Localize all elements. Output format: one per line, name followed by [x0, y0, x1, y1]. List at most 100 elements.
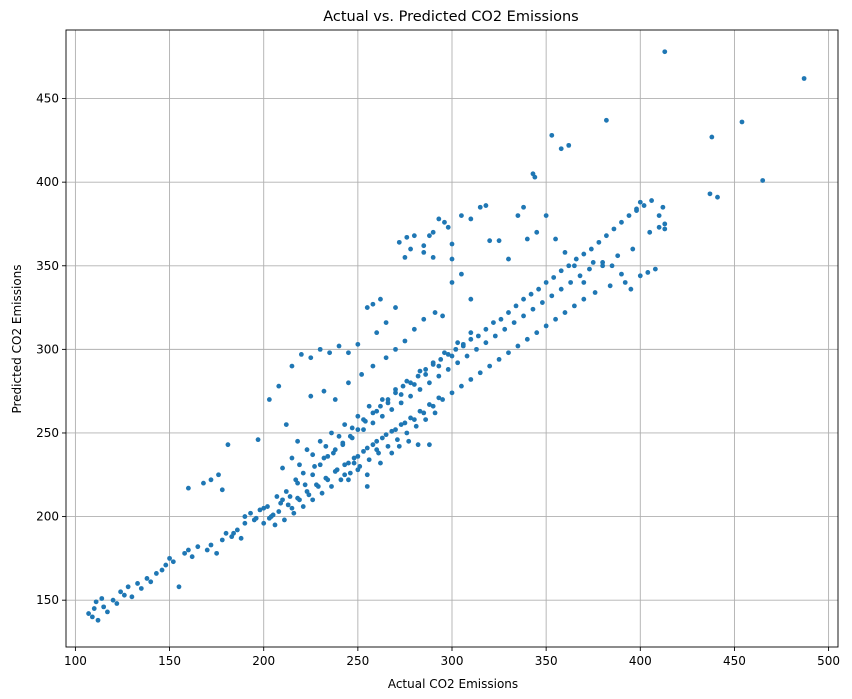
data-point [449, 353, 455, 359]
data-point [483, 340, 489, 346]
data-point [581, 280, 587, 285]
data-point [364, 472, 370, 478]
data-point [229, 534, 235, 540]
data-point [528, 291, 534, 297]
data-point [298, 351, 304, 357]
data-point [566, 263, 572, 269]
data-point [440, 313, 445, 319]
data-point [276, 509, 282, 514]
y-tick-label: 250 [36, 426, 59, 440]
data-point [340, 442, 346, 448]
data-point [577, 273, 583, 279]
data-point [374, 438, 380, 444]
data-point [319, 490, 325, 496]
data-point [534, 229, 540, 235]
data-point [364, 484, 370, 489]
data-point [566, 142, 572, 148]
data-point [483, 203, 489, 208]
data-point [374, 408, 380, 414]
data-point [449, 390, 455, 396]
data-point [652, 266, 658, 272]
data-point [590, 260, 596, 265]
data-point [283, 422, 289, 428]
data-point [402, 338, 408, 344]
data-point [402, 420, 408, 426]
data-point [374, 330, 380, 336]
data-point [289, 505, 295, 511]
data-point [536, 286, 542, 292]
data-point [257, 507, 263, 513]
y-tick-label: 450 [36, 92, 59, 106]
data-point [185, 547, 191, 553]
data-point [325, 453, 331, 459]
data-point [242, 520, 248, 526]
data-point [459, 383, 464, 389]
data-point [460, 343, 466, 349]
data-point [515, 343, 521, 349]
data-point [436, 373, 442, 379]
data-point [144, 576, 150, 581]
data-point [543, 213, 549, 219]
data-point [385, 400, 391, 406]
data-point [396, 443, 402, 449]
data-point [176, 584, 182, 590]
data-point [506, 256, 511, 262]
data-point [573, 256, 579, 262]
data-point [329, 430, 334, 436]
data-point [393, 346, 398, 352]
data-point [423, 367, 429, 372]
data-point [355, 341, 361, 347]
data-point [411, 417, 417, 422]
data-point [99, 596, 105, 601]
data-point [389, 407, 395, 412]
data-point [549, 293, 555, 299]
data-point [389, 450, 395, 456]
data-point [436, 363, 442, 369]
x-tick-label: 500 [817, 654, 840, 668]
data-point [581, 251, 587, 257]
data-point [370, 442, 376, 448]
data-point [346, 460, 351, 466]
data-point [641, 203, 647, 208]
data-point [378, 403, 383, 409]
data-point [383, 355, 389, 361]
data-point [477, 204, 483, 210]
data-point [195, 544, 201, 550]
data-point [379, 413, 385, 419]
data-point [355, 427, 361, 433]
x-axis-ticks: 100 150 200 250 300 350 400 450 500 [64, 647, 840, 668]
data-point [361, 417, 366, 422]
data-point [511, 320, 517, 326]
data-point [383, 432, 389, 438]
chart-title: Actual vs. Predicted CO2 Emissions [323, 9, 579, 25]
data-point [496, 357, 502, 362]
data-point [355, 453, 361, 459]
data-point [396, 239, 402, 245]
data-point [234, 527, 240, 533]
data-point [468, 296, 474, 302]
data-point [138, 586, 144, 591]
data-point [453, 346, 459, 352]
data-point [289, 363, 295, 369]
x-tick-label: 400 [629, 654, 652, 668]
data-point [336, 343, 342, 349]
data-point [159, 567, 165, 573]
data-point [404, 430, 410, 436]
data-point [129, 594, 135, 600]
data-point [455, 340, 461, 346]
data-point [649, 198, 654, 203]
data-point [408, 246, 413, 252]
data-point [445, 367, 451, 372]
data-point [619, 219, 624, 225]
data-point [427, 442, 432, 448]
data-point [427, 402, 432, 407]
data-point [135, 581, 140, 586]
data-point [361, 448, 366, 454]
data-point [637, 273, 643, 279]
data-point [417, 408, 423, 414]
data-point [261, 505, 267, 511]
data-point [214, 550, 220, 556]
data-point [378, 460, 383, 466]
data-point [364, 305, 370, 310]
data-point [459, 213, 464, 219]
